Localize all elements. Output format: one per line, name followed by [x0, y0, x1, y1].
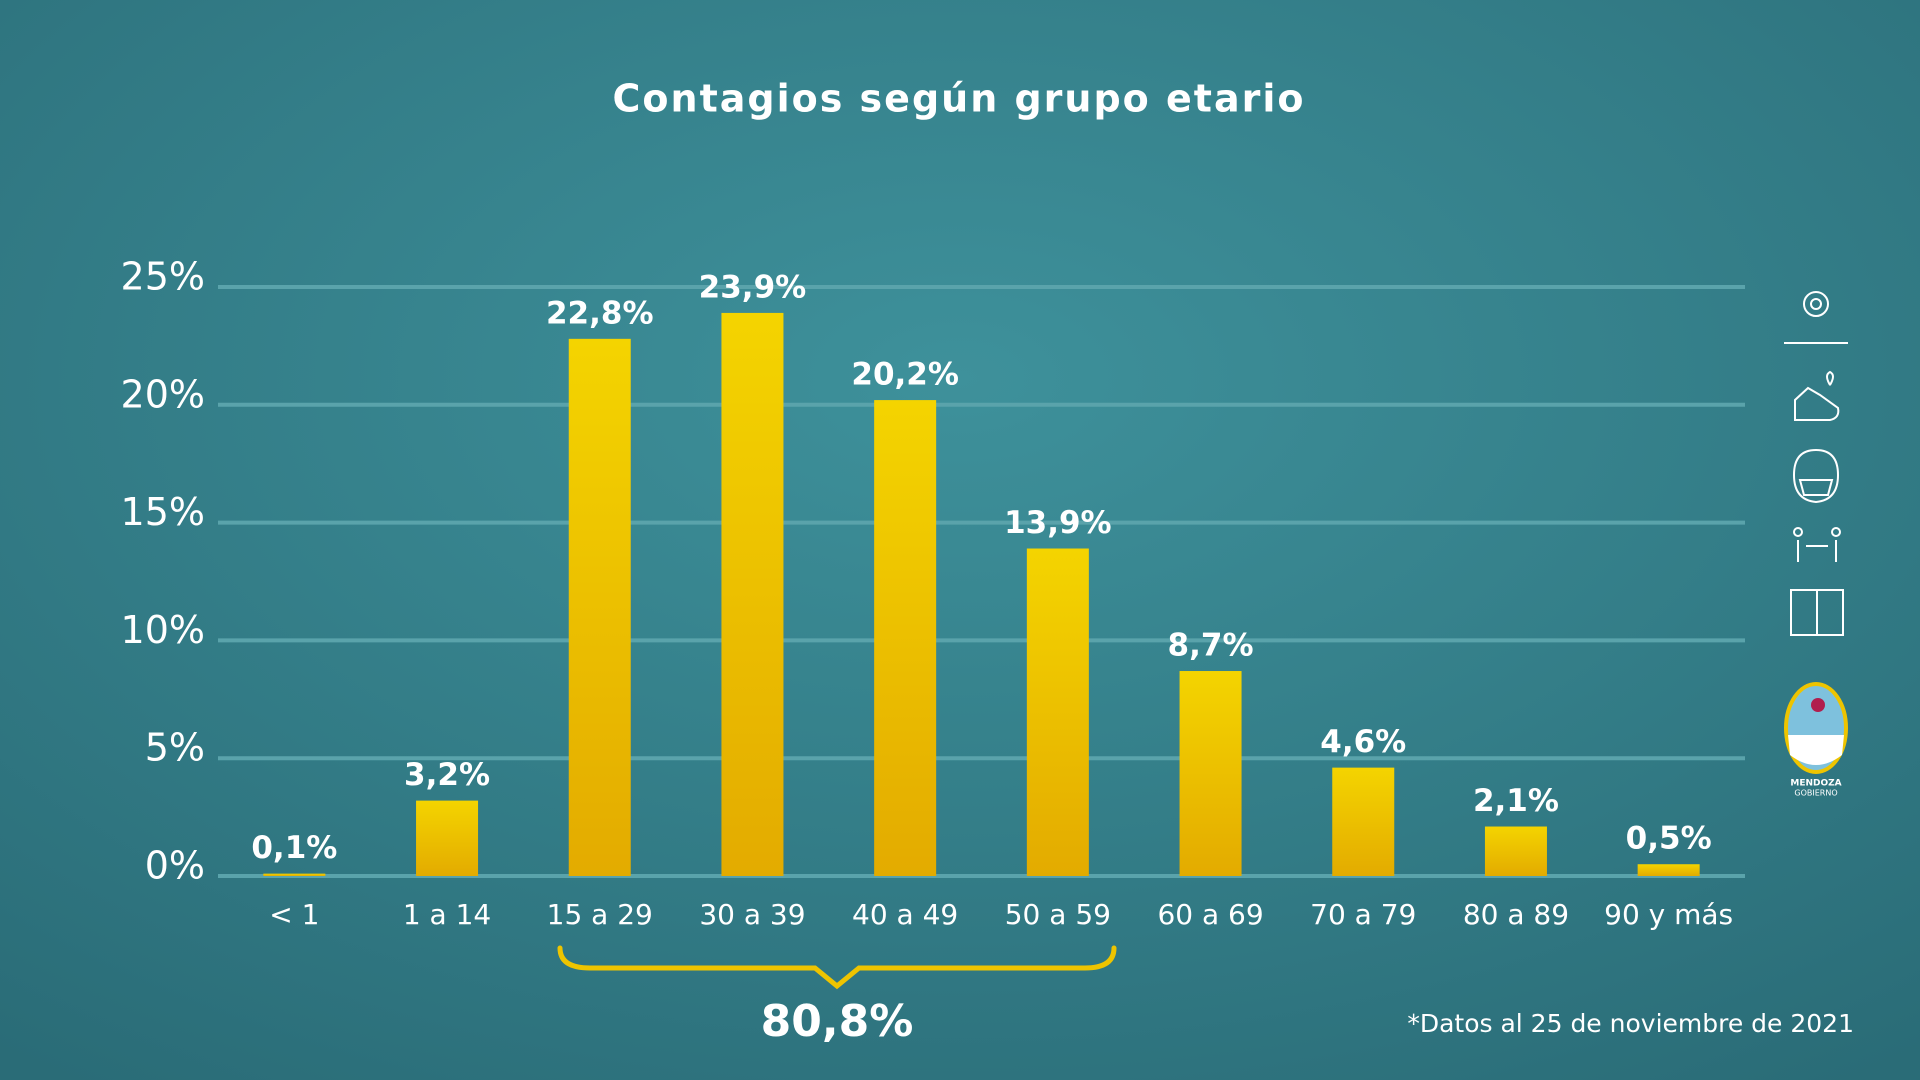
bar: [568, 338, 631, 876]
value-label: 23,9%: [699, 269, 807, 305]
bar: [1637, 864, 1700, 876]
bar: [1332, 767, 1395, 876]
x-tick-label: 70 a 79: [1310, 898, 1416, 931]
value-label: 8,7%: [1168, 628, 1254, 664]
value-label: 13,9%: [1004, 505, 1112, 541]
value-label: 4,6%: [1320, 724, 1406, 760]
chart-title: Contagios según grupo etario: [613, 77, 1306, 121]
x-tick-label: 15 a 29: [547, 898, 653, 931]
x-tick-label: 90 y más: [1604, 898, 1733, 931]
annotation: 80,8%: [761, 996, 914, 1047]
value-label: 20,2%: [851, 357, 959, 393]
bar: [1026, 548, 1089, 876]
value-label: 22,8%: [546, 295, 654, 331]
y-tick-label: 10%: [121, 608, 205, 652]
x-tick-label: 60 a 69: [1157, 898, 1263, 931]
logo: MENDOZA GOBIERNO: [1784, 682, 1848, 798]
y-tick-label: 5%: [145, 726, 205, 770]
bar: [1484, 826, 1547, 876]
brace: [557, 945, 1117, 990]
y-tick-label: 25%: [121, 255, 205, 299]
value-label: 3,2%: [404, 757, 490, 793]
bar: [263, 873, 326, 876]
bar: [1179, 671, 1242, 876]
y-tick-label: 15%: [121, 490, 205, 534]
value-label: 2,1%: [1473, 783, 1559, 819]
bar: [721, 312, 784, 876]
icons: [1784, 291, 1848, 636]
x-tick-label: 50 a 59: [1005, 898, 1111, 931]
bar: [874, 400, 937, 876]
y-tick-label: 20%: [121, 372, 205, 416]
logo-text: MENDOZA: [1790, 779, 1841, 789]
value-label: 0,1%: [251, 830, 337, 866]
bar: [416, 800, 479, 876]
footnote: *Datos al 25 de noviembre de 2021: [1407, 1009, 1854, 1038]
x-tick-label: < 1: [269, 898, 319, 931]
x-tick-label: 1 a 14: [403, 898, 491, 931]
x-tick-label: 80 a 89: [1463, 898, 1569, 931]
x-tick-label: 40 a 49: [852, 898, 958, 931]
value-label: 0,5%: [1626, 821, 1712, 857]
logo-text: GOBIERNO: [1794, 789, 1837, 798]
y-tick-label: 0%: [145, 844, 205, 888]
x-tick-label: 30 a 39: [699, 898, 805, 931]
